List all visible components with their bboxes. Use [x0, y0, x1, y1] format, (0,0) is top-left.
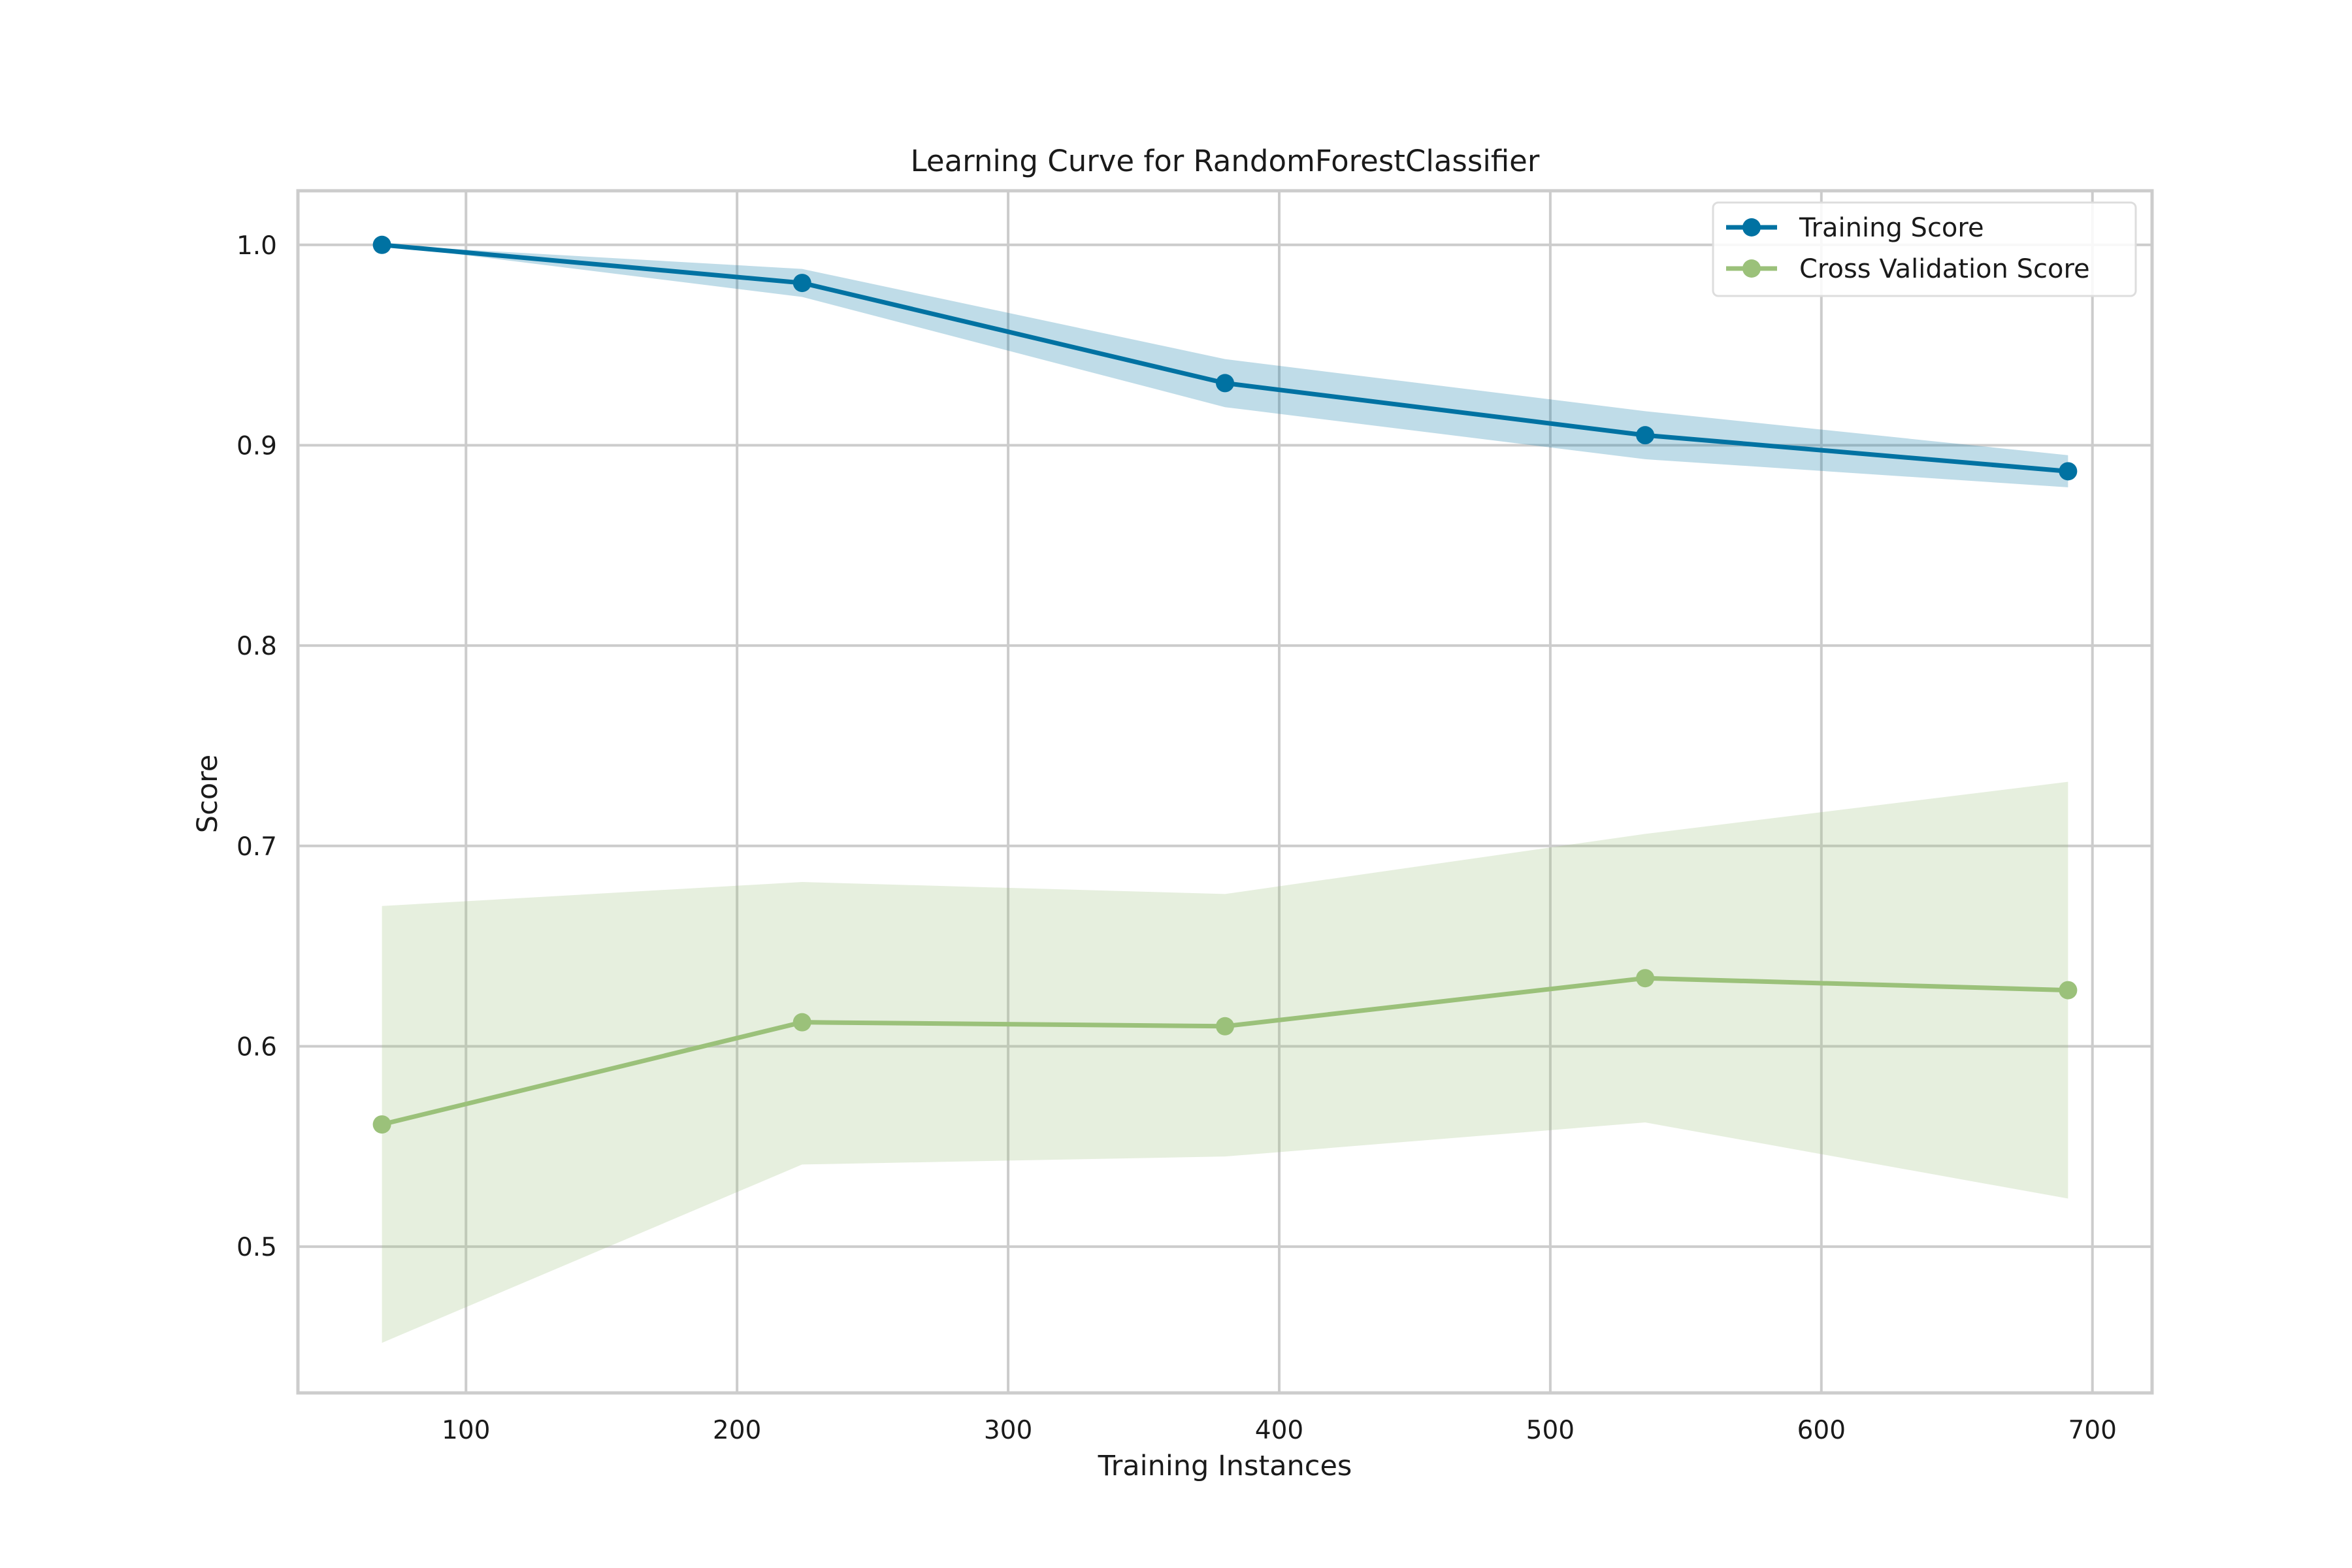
y-tick-label: 0.5 [237, 1233, 277, 1262]
legend-label-training-score: Training Score [1799, 213, 1984, 243]
x-tick-label: 400 [1255, 1416, 1303, 1445]
legend: Training Score Cross Validation Score [1712, 201, 2137, 297]
training-score-point [792, 274, 811, 293]
y-tick-label: 0.7 [237, 832, 277, 862]
training-score-point [372, 235, 391, 254]
cross-validation-score-point [2059, 981, 2078, 1000]
plot-frame [296, 189, 2154, 1395]
cross-validation-score-point [372, 1115, 391, 1134]
training-score-point [1636, 426, 1655, 445]
y-tick-label: 1.0 [237, 231, 277, 261]
y-axis-label: Score [191, 755, 224, 833]
x-tick-label: 100 [442, 1416, 490, 1445]
x-tick-label: 500 [1526, 1416, 1575, 1445]
y-tick-label: 0.9 [237, 431, 277, 461]
legend-marker-training-score [1742, 218, 1761, 237]
x-tick-label: 600 [1797, 1416, 1846, 1445]
training-score-point [1216, 374, 1234, 393]
y-tick-label: 0.8 [237, 632, 277, 661]
grid [298, 191, 2152, 1393]
cross-validation-score-point [792, 1013, 811, 1032]
x-tick-label: 700 [2068, 1416, 2116, 1445]
legend-box [1712, 201, 2137, 297]
cross-validation-score-band [382, 781, 2068, 1343]
legend-marker-cross-validation-score [1742, 259, 1761, 278]
chart-title: Learning Curve for RandomForestClassifie… [911, 144, 1540, 178]
x-tick-label: 300 [984, 1416, 1032, 1445]
cross-validation-score-point [1216, 1017, 1234, 1036]
series-points [372, 235, 2078, 1134]
x-tick-labels: 100 200 300 400 500 600 700 [442, 1416, 2117, 1445]
training-score-point [2059, 462, 2078, 481]
y-tick-labels: 0.5 0.6 0.7 0.8 0.9 1.0 [237, 231, 277, 1262]
x-tick-label: 200 [713, 1416, 761, 1445]
x-axis-label: Training Instances [1098, 1450, 1352, 1482]
y-tick-label: 0.6 [237, 1032, 277, 1062]
cross-validation-score-point [1636, 969, 1655, 988]
legend-label-cross-validation-score: Cross Validation Score [1799, 254, 2090, 284]
